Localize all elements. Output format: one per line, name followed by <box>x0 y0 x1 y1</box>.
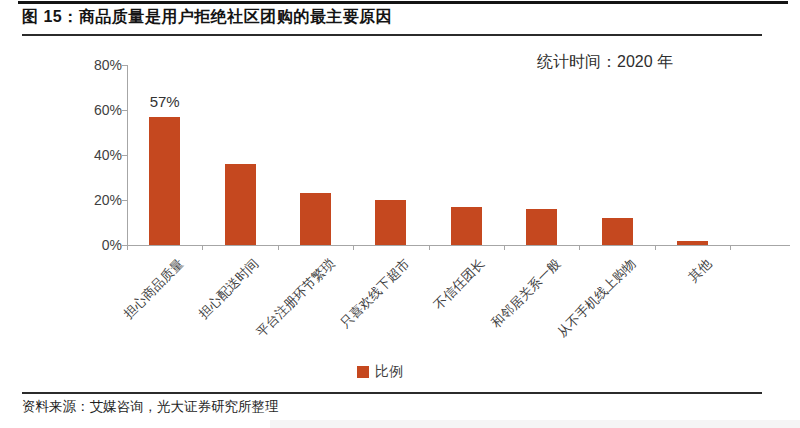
x-axis-tick <box>655 246 656 250</box>
title-underline <box>22 34 762 36</box>
x-axis-tick <box>579 246 580 250</box>
x-axis-tick <box>278 246 279 250</box>
x-axis-tick <box>730 246 731 250</box>
bar-8 <box>677 241 708 246</box>
legend-swatch <box>357 366 369 378</box>
x-category-label: 其他 <box>684 255 715 286</box>
top-rule <box>18 1 788 4</box>
y-tick-label: 80% <box>72 58 122 72</box>
x-category-label: 和邻居关系一般 <box>487 255 564 332</box>
bar-5 <box>451 207 482 245</box>
bar-value-label: 57% <box>135 93 195 110</box>
y-axis-tick <box>122 65 127 66</box>
y-axis-line <box>127 65 128 246</box>
bar-chart-plot-area: 0%20%40%60%80%57%担心商品质量担心配送时间平台注册环节繁琐只喜欢… <box>127 65 790 245</box>
x-axis-line <box>127 245 790 246</box>
x-category-label: 不信任团长 <box>430 255 489 314</box>
bottom-strip <box>270 420 800 428</box>
bar-2 <box>225 164 256 245</box>
source-note: 资料来源：艾媒咨询，光大证券研究所整理 <box>22 398 279 416</box>
y-tick-label: 40% <box>72 148 122 162</box>
chart-legend: 比例 <box>357 363 403 381</box>
x-axis-tick <box>127 246 128 250</box>
bar-6 <box>526 209 557 245</box>
y-axis-tick <box>122 200 127 201</box>
y-tick-label: 0% <box>72 238 122 252</box>
x-axis-tick <box>202 246 203 250</box>
x-category-label: 只喜欢线下超市 <box>337 255 414 332</box>
bar-7 <box>602 218 633 245</box>
bar-1 <box>149 117 180 245</box>
y-axis-tick <box>122 110 127 111</box>
legend-label: 比例 <box>375 363 403 381</box>
y-tick-label: 60% <box>72 103 122 117</box>
x-category-label: 担心配送时间 <box>195 255 263 323</box>
y-axis-tick <box>122 155 127 156</box>
x-axis-tick <box>429 246 430 250</box>
x-axis-tick <box>353 246 354 250</box>
report-figure: 图 15：商品质量是用户拒绝社区团购的最主要原因 统计时间：2020 年 0%2… <box>0 0 800 428</box>
bar-4 <box>375 200 406 245</box>
x-axis-tick <box>504 246 505 250</box>
x-category-label: 平台注册环节繁琐 <box>252 255 338 341</box>
x-category-label: 担心商品质量 <box>120 255 188 323</box>
x-category-label: 从不手机线上购物 <box>554 255 640 341</box>
figure-title: 图 15：商品质量是用户拒绝社区团购的最主要原因 <box>22 7 392 28</box>
footer-rule <box>22 392 762 394</box>
bar-3 <box>300 193 331 245</box>
y-tick-label: 20% <box>72 193 122 207</box>
